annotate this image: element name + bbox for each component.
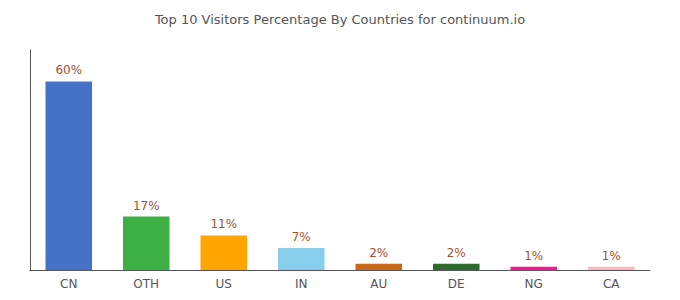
svg-text:CN: CN	[60, 277, 77, 291]
svg-text:CA: CA	[603, 277, 620, 291]
svg-text:11%: 11%	[210, 217, 237, 231]
svg-text:60%: 60%	[55, 63, 82, 77]
svg-text:US: US	[216, 277, 232, 291]
svg-text:IN: IN	[295, 277, 308, 291]
svg-text:1%: 1%	[524, 249, 543, 263]
svg-text:2%: 2%	[369, 246, 388, 260]
svg-text:17%: 17%	[133, 199, 160, 213]
svg-text:1%: 1%	[602, 249, 621, 263]
svg-text:2%: 2%	[447, 246, 466, 260]
svg-text:Top 10 Visitors Percentage By: Top 10 Visitors Percentage By Countries …	[154, 12, 525, 27]
svg-text:AU: AU	[370, 277, 387, 291]
svg-text:7%: 7%	[292, 230, 311, 244]
svg-text:DE: DE	[448, 277, 465, 291]
svg-text:OTH: OTH	[133, 277, 159, 291]
svg-text:NG: NG	[525, 277, 543, 291]
